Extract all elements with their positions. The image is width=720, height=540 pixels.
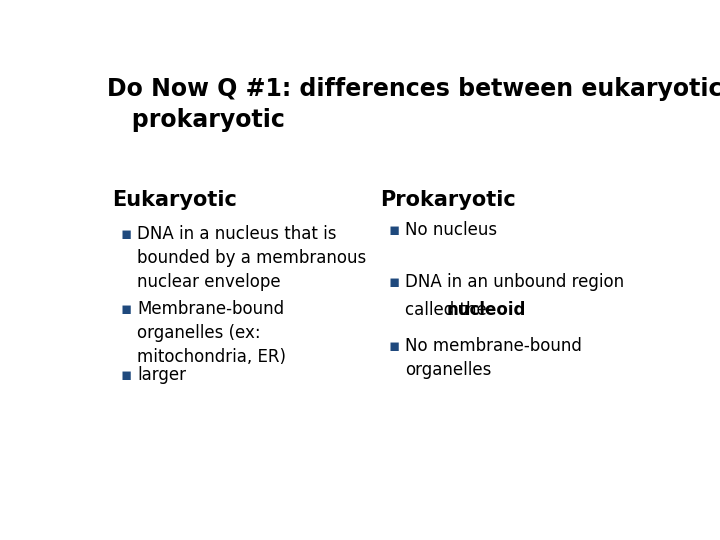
Text: ▪: ▪ — [121, 366, 132, 384]
Text: Do Now Q #1: differences between eukaryotic and
   prokaryotic: Do Now Q #1: differences between eukaryo… — [107, 77, 720, 132]
Text: Prokaryotic: Prokaryotic — [380, 190, 516, 210]
Text: nucleoid: nucleoid — [447, 301, 526, 319]
Text: No membrane-bound
organelles: No membrane-bound organelles — [405, 337, 582, 380]
Text: called the: called the — [405, 301, 492, 319]
Text: Eukaryotic: Eukaryotic — [112, 190, 237, 210]
Text: ▪: ▪ — [121, 300, 132, 318]
Text: No nucleus: No nucleus — [405, 221, 498, 239]
Text: ▪: ▪ — [121, 225, 132, 243]
Text: ▪: ▪ — [389, 273, 400, 291]
Text: ▪: ▪ — [389, 221, 400, 239]
Text: DNA in a nucleus that is
bounded by a membranous
nuclear envelope: DNA in a nucleus that is bounded by a me… — [138, 225, 366, 292]
Text: DNA in an unbound region: DNA in an unbound region — [405, 273, 624, 291]
Text: Membrane-bound
organelles (ex:
mitochondria, ER): Membrane-bound organelles (ex: mitochond… — [138, 300, 287, 366]
Text: larger: larger — [138, 366, 186, 384]
Text: ▪: ▪ — [389, 337, 400, 355]
